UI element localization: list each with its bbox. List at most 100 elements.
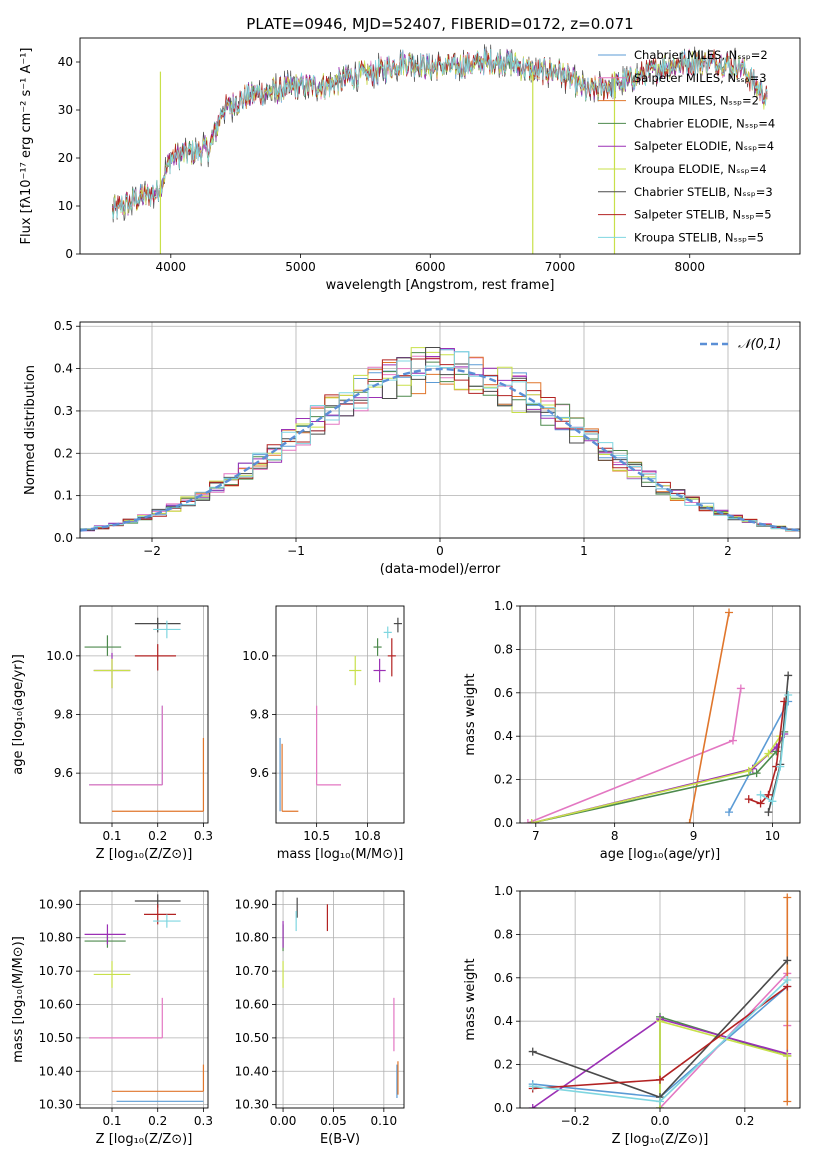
x-tick-label: 2: [724, 544, 732, 558]
x-tick-label: −0.2: [561, 1114, 590, 1128]
axes-frame: [275, 890, 405, 1109]
weight-marker: [783, 956, 792, 965]
axes-frame: [519, 890, 801, 1109]
x-tick-label: 0.0: [650, 1114, 669, 1128]
y-tick-label: 10.60: [235, 998, 269, 1012]
histogram-series: [80, 351, 800, 533]
axes-frame: [79, 605, 209, 824]
chart-panels: 4000 5000 6000 7000 8000010203040wavelength …: [11, 37, 801, 1147]
y-tick-label: 0.1: [54, 489, 73, 503]
x-tick-label: 0.3: [194, 829, 213, 843]
axes-frame: [79, 890, 209, 1109]
x-tick-label: 0.3: [194, 1114, 213, 1128]
x-axis-label: Z [log₁₀(Z/Z⊙)]: [96, 847, 193, 862]
weight-marker: [783, 1097, 792, 1106]
panel-residuals: −2 −1 0 1 2 0.0 0.1 0.2 0.3 0.4 0.5 (data-model)/er…: [23, 319, 801, 577]
axes-frame: [275, 605, 405, 824]
weight-marker: [764, 790, 773, 799]
y-tick-label: 20: [58, 151, 73, 165]
legend-label: Chabrier MILES, Nₛₛₚ=2: [634, 48, 768, 62]
plot-area: [528, 893, 792, 1108]
plot-area: [84, 617, 205, 812]
y-tick-label: 0.3: [54, 404, 73, 418]
weight-marker: [784, 690, 793, 699]
weight-marker: [783, 893, 792, 902]
histogram-series: [80, 347, 800, 533]
y-tick-label: 1.0: [494, 599, 513, 613]
y-tick-label: 10.90: [235, 897, 269, 911]
x-tick-label: 0.1: [102, 1114, 121, 1128]
weight-marker: [725, 808, 734, 817]
y-tick-label: 10.50: [39, 1031, 73, 1045]
x-axis-label: E(B-V): [320, 1132, 360, 1147]
y-tick-label: 10: [58, 199, 73, 213]
legend-label: Kroupa ELODIE, Nₛₛₚ=4: [634, 162, 767, 176]
plot-area: [279, 617, 402, 812]
panel-age-vs-mass: 10.5 10.8 9.6 9.8 10.0 mass [log₁₀(M/M⊙)]: [242, 605, 405, 862]
legend-label: Kroupa STELIB, Nₛₛₚ=5: [634, 230, 764, 244]
x-tick-label: −2: [143, 544, 161, 558]
y-tick-label: 10.70: [235, 964, 269, 978]
legend-label: Kroupa MILES, Nₛₛₚ=2: [634, 94, 759, 108]
x-tick-label: 8000: [674, 260, 705, 274]
x-tick-label: 0: [436, 544, 444, 558]
plot-area: [523, 608, 793, 823]
y-tick-label: 0.8: [494, 642, 513, 656]
weight-marker: [656, 1075, 664, 1084]
weight-marker: [685, 819, 694, 823]
y-tick-label: 0.0: [494, 816, 513, 830]
legend-label: Salpeter STELIB, Nₛₛₚ=5: [634, 208, 772, 222]
weight-marker: [783, 975, 792, 984]
x-tick-label: 0.05: [320, 1114, 347, 1128]
y-tick-label: 10.40: [235, 1064, 269, 1078]
x-tick-label: 5000: [285, 260, 316, 274]
x-tick-label: 0.2: [148, 829, 167, 843]
axes-frame: [79, 321, 801, 539]
weight-marker: [527, 819, 536, 823]
y-tick-label: 9.6: [54, 766, 73, 780]
y-axis-label: mass weight: [463, 958, 478, 1040]
y-tick-label: 0.2: [494, 773, 513, 787]
weight-marker: [528, 1104, 537, 1108]
x-axis-label: mass [log₁₀(M/M⊙)]: [277, 847, 404, 862]
x-axis-label: (data-model)/error: [380, 562, 501, 577]
x-tick-label: 8: [611, 829, 619, 843]
y-tick-label: 10.30: [39, 1098, 73, 1112]
y-tick-label: 10.40: [39, 1064, 73, 1078]
panel-mass-vs-ebv: 0.00 0.05 0.10 10.30 10.40 10.50 10.60 10.70 10.…: [235, 890, 405, 1147]
legend-label: Chabrier ELODIE, Nₛₛₚ=4: [634, 116, 775, 130]
x-axis-label: Z [log₁₀(Z/Z⊙)]: [612, 1132, 709, 1147]
y-tick-label: 10.60: [39, 998, 73, 1012]
figure-title: PLATE=0946, MJD=52407, FIBERID=0172, z=0…: [246, 15, 633, 33]
weight-line: [760, 694, 789, 803]
y-tick-label: 10.50: [235, 1031, 269, 1045]
weight-marker: [744, 766, 753, 775]
y-tick-label: 10.0: [242, 649, 269, 663]
legend-label: Salpeter MILES, Nₛₛₚ=3: [634, 71, 767, 85]
y-tick-label: 0: [65, 247, 73, 261]
y-tick-label: 40: [58, 55, 73, 69]
y-tick-label: 0.0: [494, 1101, 513, 1115]
x-tick-label: 10.8: [354, 829, 381, 843]
weight-marker: [744, 795, 753, 804]
weight-marker: [764, 808, 773, 817]
y-axis-label: mass weight: [463, 673, 478, 755]
legend-label: Salpeter ELODIE, Nₛₛₚ=4: [634, 139, 774, 153]
panel-age-vs-Z: 0.1 0.2 0.3 9.6 9.8 10.0 Z [log₁₀(Z/Z⊙)] age [l…: [11, 605, 213, 862]
y-tick-label: 9.6: [250, 766, 269, 780]
weight-line: [659, 1015, 788, 1108]
x-tick-label: 6000: [415, 260, 446, 274]
y-tick-label: 10.30: [235, 1098, 269, 1112]
y-tick-label: 0.2: [54, 446, 73, 460]
weight-marker: [523, 819, 532, 823]
x-axis-label: wavelength [Angstrom, rest frame]: [326, 278, 555, 293]
panel-spectrum: 4000 5000 6000 7000 8000 0 10 20 30 40 wavelength …: [19, 37, 801, 293]
x-tick-label: −1: [287, 544, 305, 558]
y-tick-label: 9.8: [54, 708, 73, 722]
y-tick-label: 0.6: [494, 686, 513, 700]
y-tick-label: 10.70: [39, 964, 73, 978]
weight-marker: [728, 736, 737, 745]
y-axis-label: Flux [fλ10⁻¹⁷ erg cm⁻² s⁻¹ A⁻¹]: [19, 48, 34, 245]
weight-marker: [756, 799, 765, 808]
